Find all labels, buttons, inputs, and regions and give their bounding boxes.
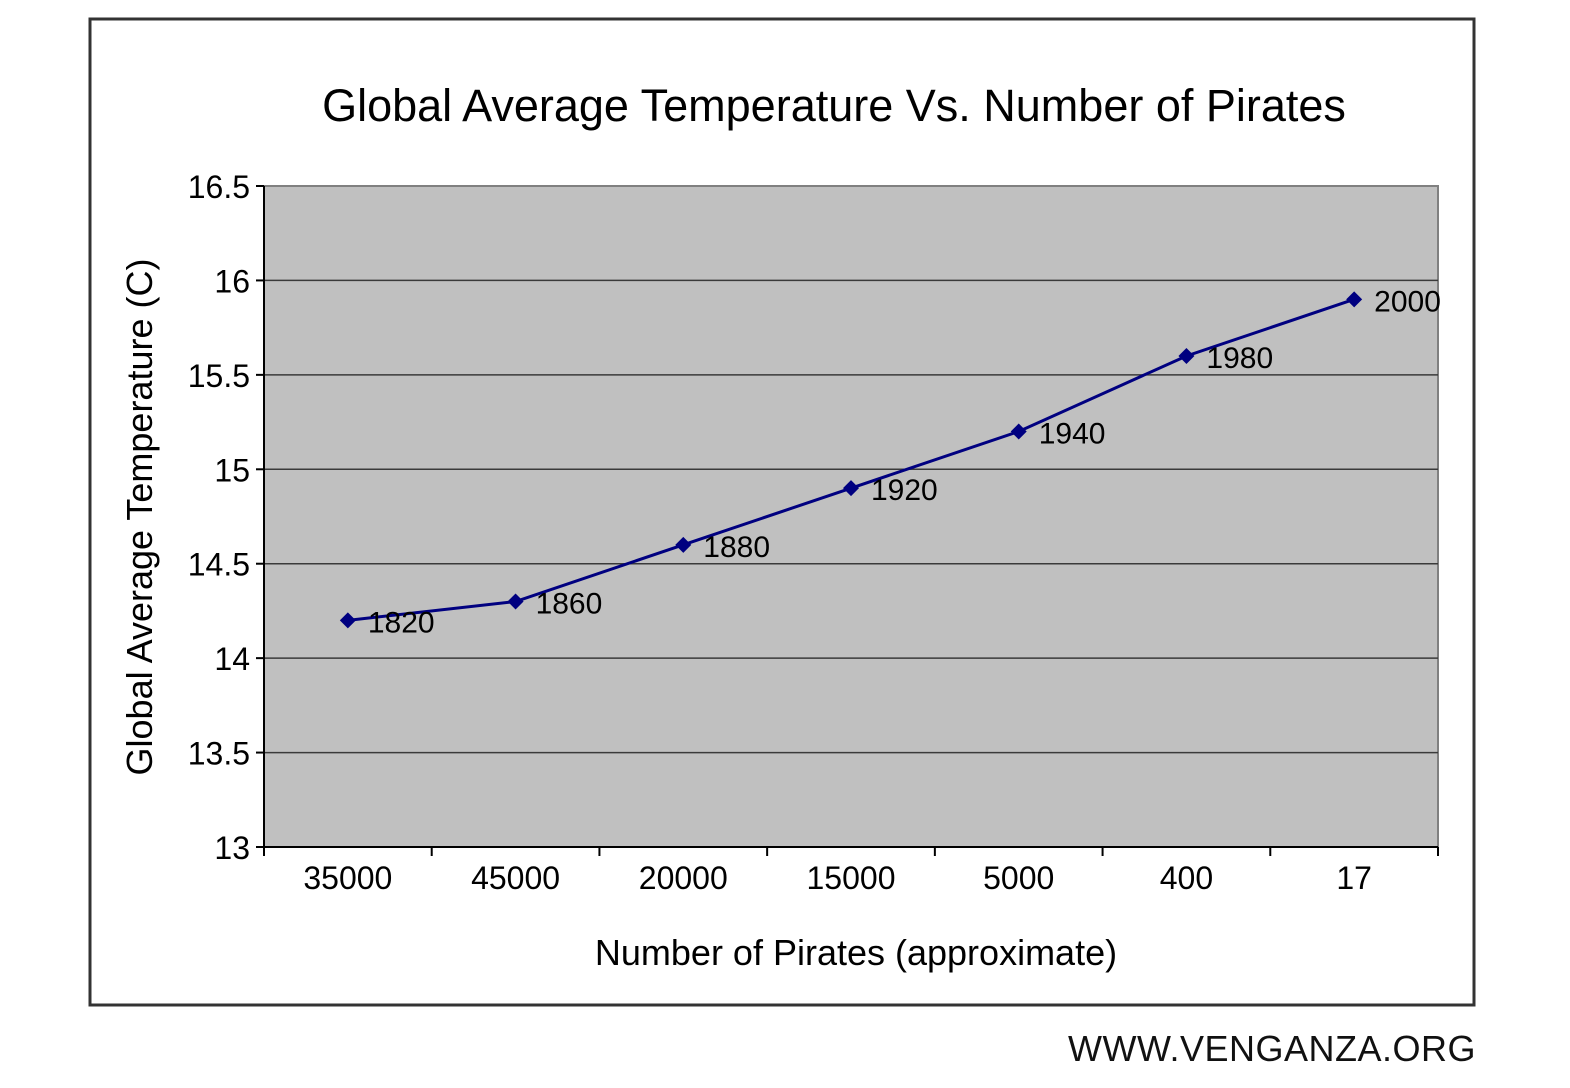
- plot-area: 13 13.5 14 14.5 15 15.5 16 16.5 35000 45000 20000 1…: [188, 169, 1441, 896]
- data-point: [1346, 291, 1363, 308]
- x-tick-label: 15000: [807, 860, 896, 896]
- watermark: WWW.VENGANZA.ORG: [1068, 1028, 1476, 1069]
- data-label: 1880: [703, 531, 770, 564]
- y-tick-label: 14: [214, 641, 250, 677]
- data-label: 1820: [368, 606, 435, 639]
- data-point: [843, 480, 859, 497]
- data-point: [1010, 423, 1027, 440]
- x-tick-label: 17: [1336, 860, 1372, 896]
- x-tick-label: 20000: [639, 860, 728, 896]
- y-axis-label: Global Average Temperature (C): [119, 259, 160, 776]
- x-tick-label: 35000: [303, 860, 392, 896]
- y-tick-label: 15: [214, 452, 250, 488]
- x-tick-label: 45000: [471, 860, 560, 896]
- y-tick-label: 13.5: [188, 736, 250, 772]
- x-axis-label: Number of Pirates (approximate): [595, 932, 1117, 973]
- data-label: 1920: [871, 474, 938, 507]
- y-tick-label: 16: [214, 263, 250, 299]
- data-label: 2000: [1374, 285, 1441, 318]
- chart-title: Global Average Temperature Vs. Number of…: [322, 80, 1346, 131]
- data-label: 1940: [1039, 418, 1106, 451]
- data-point: [507, 593, 524, 610]
- data-point: [339, 612, 356, 629]
- x-tick-label: 5000: [983, 860, 1054, 896]
- y-tick-label: 13: [214, 830, 250, 866]
- data-label: 1860: [536, 587, 603, 620]
- y-tick-label: 16.5: [188, 169, 250, 205]
- y-tick-label: 14.5: [188, 547, 250, 583]
- data-label: 1980: [1206, 342, 1273, 375]
- plot-background: [263, 185, 1439, 848]
- data-point: [1178, 347, 1195, 364]
- data-point: [675, 536, 692, 553]
- y-tick-label: 15.5: [188, 358, 250, 394]
- x-tick-label: 400: [1160, 860, 1213, 896]
